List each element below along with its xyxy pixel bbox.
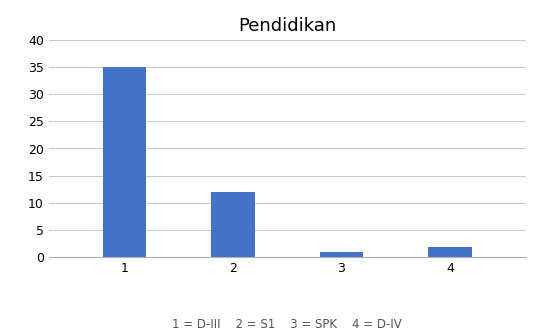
- Bar: [320, 252, 363, 257]
- Bar: [428, 247, 472, 257]
- Text: 1 = D-III    2 = S1    3 = SPK    4 = D-IV: 1 = D-III 2 = S1 3 = SPK 4 = D-IV: [172, 318, 402, 330]
- Bar: [211, 192, 255, 257]
- Bar: [103, 67, 146, 257]
- Title: Pendidikan: Pendidikan: [238, 17, 337, 35]
